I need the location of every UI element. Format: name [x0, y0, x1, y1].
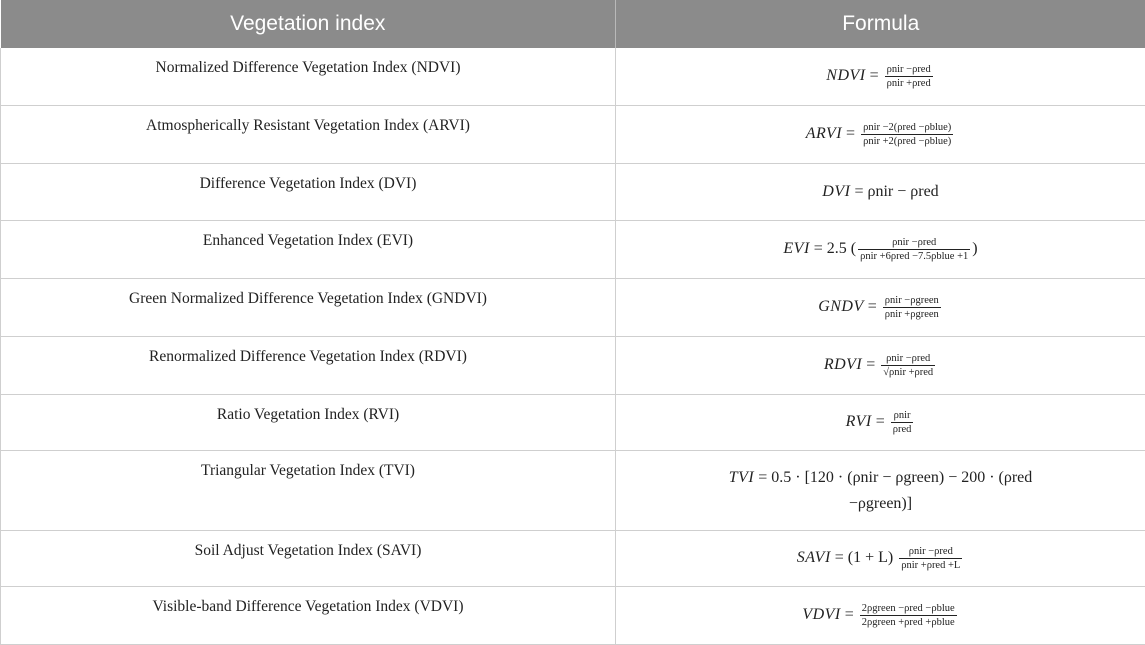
formula-lhs: VDVI [802, 606, 840, 623]
formula-lhs: ARVI [806, 125, 842, 142]
table-row: Triangular Vegetation Index (TVI) TVI = … [1, 451, 1145, 531]
fraction-denominator: ρnir +6ρred −7.5ρblue +1 [858, 250, 970, 262]
index-name: Visible-band Difference Vegetation Index… [1, 587, 616, 645]
fraction-denominator: 2ρgreen +ρred +ρblue [860, 616, 957, 628]
formula-lhs: TVI [729, 469, 755, 486]
fraction-numerator: ρnir −ρgreen [883, 295, 941, 308]
index-name: Triangular Vegetation Index (TVI) [1, 451, 616, 531]
formula-fraction: ρnir −ρred √ρnir +ρred [881, 353, 935, 378]
fraction-numerator: ρnir −ρred [899, 546, 962, 559]
table-row: Difference Vegetation Index (DVI) DVI = … [1, 164, 1145, 221]
column-header-formula: Formula [616, 0, 1145, 48]
fraction-numerator: ρnir [891, 410, 914, 423]
formula-lhs: RVI [846, 413, 872, 430]
formula-fraction: ρnir −ρred ρnir +ρred +L [899, 546, 962, 571]
formula-cell: SAVI = (1 + L) ρnir −ρred ρnir +ρred +L [616, 531, 1145, 587]
fraction-denominator: ρred [891, 423, 914, 435]
table-row: Enhanced Vegetation Index (EVI) EVI = 2.… [1, 221, 1145, 279]
formula-cell: NDVI = ρnir −ρred ρnir +ρred [616, 48, 1145, 106]
formula-prefix: 2.5 ( [827, 240, 856, 257]
formula-lhs: DVI [822, 183, 850, 200]
formula-suffix: ) [972, 240, 977, 257]
formula-lhs: GNDV [818, 298, 864, 315]
fraction-numerator: ρnir −2(ρred −ρblue) [861, 122, 953, 135]
formula-cell: RVI = ρnir ρred [616, 395, 1145, 451]
table-row: Soil Adjust Vegetation Index (SAVI) SAVI… [1, 531, 1145, 587]
formula-cell: RDVI = ρnir −ρred √ρnir +ρred [616, 337, 1145, 395]
fraction-numerator: ρnir −ρred [885, 64, 933, 77]
fraction-numerator: ρnir −ρred [858, 237, 970, 250]
formula-cell: DVI = ρnir − ρred [616, 164, 1145, 221]
table-row: Visible-band Difference Vegetation Index… [1, 587, 1145, 645]
fraction-denominator: √ρnir +ρred [881, 366, 935, 378]
fraction-denominator: ρnir +2(ρred −ρblue) [861, 135, 953, 147]
index-name: Enhanced Vegetation Index (EVI) [1, 221, 616, 279]
formula-cell: ARVI = ρnir −2(ρred −ρblue) ρnir +2(ρred… [616, 106, 1145, 164]
formula-fraction: ρnir −2(ρred −ρblue) ρnir +2(ρred −ρblue… [861, 122, 953, 147]
table-row: Ratio Vegetation Index (RVI) RVI = ρnir … [1, 395, 1145, 451]
table-row: Renormalized Difference Vegetation Index… [1, 337, 1145, 395]
formula-fraction: ρnir −ρred ρnir +6ρred −7.5ρblue +1 [858, 237, 970, 262]
table-row: Green Normalized Difference Vegetation I… [1, 279, 1145, 337]
formula-prefix: (1 + L) [848, 549, 893, 566]
formula-lhs: RDVI [824, 356, 862, 373]
formula-line-1: TVI = 0.5 · [120 · (ρnir − ρgreen) − 200… [616, 465, 1145, 491]
formula-fraction: ρnir −ρgreen ρnir +ρgreen [883, 295, 941, 320]
index-name: Soil Adjust Vegetation Index (SAVI) [1, 531, 616, 587]
formula-cell: VDVI = 2ρgreen −ρred −ρblue 2ρgreen +ρre… [616, 587, 1145, 645]
index-name: Ratio Vegetation Index (RVI) [1, 395, 616, 451]
fraction-denominator: ρnir +ρred +L [899, 559, 962, 571]
index-name: Atmospherically Resistant Vegetation Ind… [1, 106, 616, 164]
formula-cell: GNDV = ρnir −ρgreen ρnir +ρgreen [616, 279, 1145, 337]
index-name: Green Normalized Difference Vegetation I… [1, 279, 616, 337]
formula-lhs: SAVI [797, 549, 831, 566]
table-header-row: Vegetation index Formula [1, 0, 1145, 48]
table-row: Atmospherically Resistant Vegetation Ind… [1, 106, 1145, 164]
index-name: Difference Vegetation Index (DVI) [1, 164, 616, 221]
formula-line-2: −ρgreen)] [616, 491, 1145, 517]
table-row: Normalized Difference Vegetation Index (… [1, 48, 1145, 106]
formula-rhs: ρnir − ρred [867, 183, 938, 200]
formula-fraction: ρnir ρred [891, 410, 914, 435]
formula-lhs: NDVI [826, 67, 865, 84]
formula-fraction: ρnir −ρred ρnir +ρred [885, 64, 933, 89]
formula-cell: EVI = 2.5 ( ρnir −ρred ρnir +6ρred −7.5ρ… [616, 221, 1145, 279]
formula-fraction: 2ρgreen −ρred −ρblue 2ρgreen +ρred +ρblu… [860, 603, 957, 628]
formula-cell: TVI = 0.5 · [120 · (ρnir − ρgreen) − 200… [616, 451, 1145, 531]
fraction-numerator: ρnir −ρred [881, 353, 935, 366]
formula-rhs-line-2: −ρgreen)] [849, 495, 912, 512]
formula-lhs: EVI [783, 240, 809, 257]
fraction-denominator: ρnir +ρgreen [883, 308, 941, 320]
fraction-numerator: 2ρgreen −ρred −ρblue [860, 603, 957, 616]
column-header-vegetation-index: Vegetation index [1, 0, 616, 48]
index-name: Renormalized Difference Vegetation Index… [1, 337, 616, 395]
formula-rhs-line-1: 0.5 · [120 · (ρnir − ρgreen) − 200 · (ρr… [771, 469, 1032, 486]
index-name: Normalized Difference Vegetation Index (… [1, 48, 616, 106]
fraction-denominator: ρnir +ρred [885, 77, 933, 89]
